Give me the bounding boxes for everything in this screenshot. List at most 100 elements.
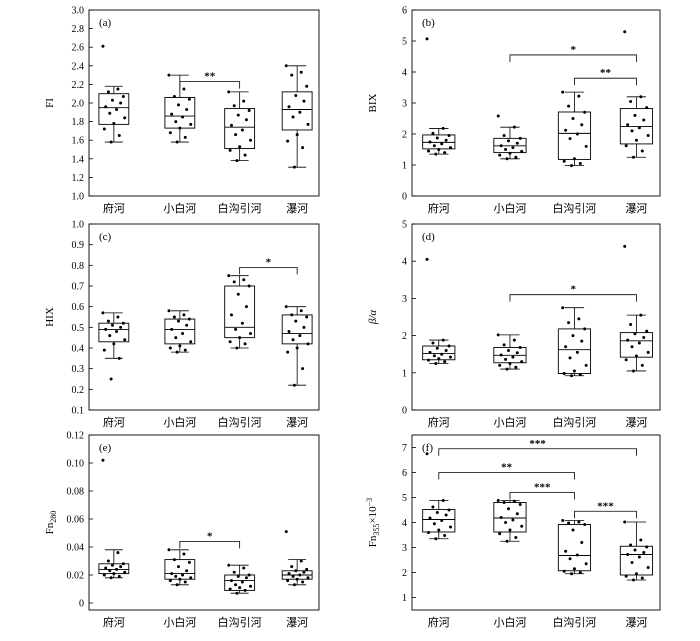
data-point xyxy=(431,131,435,135)
data-point xyxy=(432,354,436,358)
data-point xyxy=(235,346,239,350)
significance-label: *** xyxy=(529,438,546,450)
bracket-line xyxy=(438,448,637,456)
data-point xyxy=(305,567,309,571)
data-point xyxy=(109,140,113,144)
data-point xyxy=(115,329,119,333)
data-point xyxy=(117,574,121,578)
significance-label: *** xyxy=(597,500,614,512)
category-label: 府河 xyxy=(428,615,450,629)
data-point xyxy=(435,511,439,514)
data-point xyxy=(425,37,429,41)
category-label: 小白河 xyxy=(163,415,196,429)
data-point xyxy=(123,338,127,342)
data-point xyxy=(447,344,451,348)
box-2 xyxy=(493,114,527,161)
data-point xyxy=(306,576,310,580)
data-point xyxy=(104,327,108,331)
category-label: 白沟引河 xyxy=(552,615,596,629)
iqr-box xyxy=(281,314,313,345)
data-point xyxy=(172,94,176,98)
y-tick-label: 3 xyxy=(402,543,407,554)
data-point xyxy=(299,70,303,74)
data-point xyxy=(512,125,516,129)
y-tick-label: 2.8 xyxy=(72,24,85,35)
data-point xyxy=(583,327,587,331)
data-point xyxy=(227,274,231,278)
data-point xyxy=(449,525,453,529)
box-4 xyxy=(281,305,313,387)
significance-label: * xyxy=(570,284,576,296)
y-tick-label: 6 xyxy=(402,6,407,17)
data-point xyxy=(238,336,242,340)
significance-bracket: * xyxy=(509,44,637,62)
data-point xyxy=(229,123,233,127)
data-point xyxy=(302,325,306,329)
data-point xyxy=(236,574,240,578)
data-point xyxy=(291,115,295,119)
data-point xyxy=(116,551,120,555)
data-point xyxy=(432,144,436,148)
data-point xyxy=(630,561,634,564)
y-tick-label: 0.8 xyxy=(72,261,85,272)
data-point xyxy=(108,569,112,573)
y-tick-label: 0.02 xyxy=(67,571,85,582)
significance-label: ** xyxy=(204,71,216,83)
data-point xyxy=(441,338,445,342)
significance-label: *** xyxy=(534,482,551,494)
box-3 xyxy=(224,563,256,595)
data-point xyxy=(168,131,172,135)
data-point xyxy=(575,553,579,557)
data-point xyxy=(306,342,310,346)
y-tick-label: 7 xyxy=(402,443,407,454)
data-point xyxy=(505,539,509,543)
data-point xyxy=(578,373,582,377)
data-point xyxy=(432,522,436,526)
y-tick-label: 0.4 xyxy=(72,344,85,355)
y-tick-label: 0.2 xyxy=(72,385,85,396)
box-4 xyxy=(619,30,654,159)
y-axis-label: BIX xyxy=(367,93,379,112)
bracket-line xyxy=(574,77,637,86)
data-point xyxy=(174,336,178,340)
data-point xyxy=(511,146,515,150)
data-point xyxy=(571,528,575,532)
data-point xyxy=(629,322,633,326)
data-point xyxy=(506,139,510,143)
box-1 xyxy=(98,311,130,381)
significance-label: * xyxy=(266,256,272,268)
data-point xyxy=(626,123,630,127)
bracket-line xyxy=(574,510,637,519)
data-point xyxy=(228,340,232,344)
data-point xyxy=(514,365,518,369)
panel-label: (f) xyxy=(422,442,433,454)
data-point xyxy=(249,332,253,336)
data-point xyxy=(238,145,242,149)
data-point xyxy=(183,135,187,139)
data-point xyxy=(287,572,291,576)
data-point xyxy=(109,576,113,580)
data-point xyxy=(512,338,516,342)
data-point xyxy=(425,257,429,261)
data-point xyxy=(290,313,294,317)
data-point xyxy=(642,118,646,122)
category-label: 小白河 xyxy=(163,615,196,629)
y-axis-label: HIX xyxy=(44,307,56,327)
y-tick-label: 3 xyxy=(402,294,407,305)
data-point xyxy=(112,342,116,346)
data-point xyxy=(520,524,524,528)
y-tick-label: 4 xyxy=(402,68,407,79)
data-point xyxy=(572,567,576,571)
data-point xyxy=(634,138,638,142)
bracket-line xyxy=(438,472,575,480)
data-point xyxy=(187,560,191,564)
y-axis-label: Fn280 xyxy=(44,511,58,535)
y-tick-label: 0.04 xyxy=(67,543,85,554)
significance-bracket: ** xyxy=(179,71,241,89)
data-point xyxy=(168,346,172,350)
data-point xyxy=(449,146,453,150)
data-point xyxy=(284,64,288,68)
y-tick-label: 2.6 xyxy=(72,43,85,54)
data-point xyxy=(646,134,650,138)
data-point xyxy=(229,579,233,583)
